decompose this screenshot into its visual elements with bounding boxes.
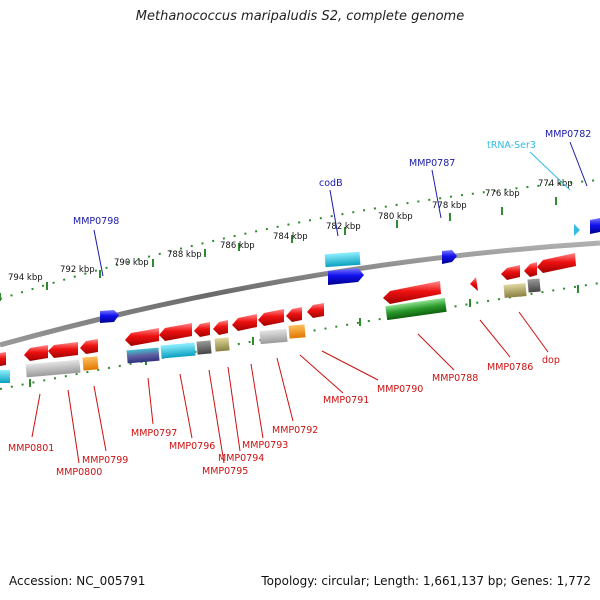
scale-label-788: 788 kbp [167,250,202,260]
annot-mmp0788[interactable] [385,297,447,321]
map-title: Methanococcus maripaludis S2, complete g… [135,9,465,24]
scale-label-794: 794 kbp [8,273,43,283]
label-codB[interactable]: codB [319,178,343,189]
cds-mmp0788[interactable] [383,281,441,304]
feature-codB-annotation[interactable] [324,251,361,268]
trna-ser3[interactable] [574,224,580,236]
annot-mmp0800[interactable] [25,359,81,378]
annot-mmp0799[interactable] [82,356,99,371]
cds-mmp0800b[interactable] [48,342,78,358]
label-trna-ser3[interactable]: tRNA-Ser3 [487,140,536,151]
annot-dop-a[interactable] [527,278,541,293]
cds-mmp0799[interactable] [80,339,98,354]
topology-text: Topology: circular; Length: 1,661,137 bp… [261,574,591,588]
label-mmp0801[interactable]: MMP0801 [8,443,54,454]
cds-dop[interactable] [537,253,576,273]
label-mmp0788[interactable]: MMP0788 [432,373,478,384]
cds-mmp0793[interactable] [232,314,257,331]
cds-mmp0792[interactable] [258,309,284,326]
scale-label-780: 780 kbp [378,212,413,222]
label-mmp0795[interactable]: MMP0795 [202,466,248,477]
cds-mmp0796[interactable] [159,323,192,341]
cds-mmp0797[interactable] [125,328,159,346]
cds-mmp0801[interactable] [0,352,6,366]
cds-mmp0798[interactable] [100,310,119,323]
reverse-callouts [31,311,549,464]
scale-label-782: 782 kbp [326,222,361,232]
forward-callouts [93,141,588,277]
cds-mmp0786[interactable] [501,265,520,280]
cds-mmp0787[interactable] [442,250,457,264]
cds-codB[interactable] [328,268,364,285]
label-mmp0790[interactable]: MMP0790 [377,384,423,395]
label-mmp0796[interactable]: MMP0796 [169,441,215,452]
label-mmp0797[interactable]: MMP0797 [131,428,177,439]
annot-mmp0794[interactable] [214,337,230,352]
cds-dop-a[interactable] [524,262,537,277]
label-mmp0799[interactable]: MMP0799 [82,455,128,466]
annot-mmp0796[interactable] [160,342,196,359]
label-mmp0782[interactable]: MMP0782 [545,129,591,140]
forward-track [0,179,600,300]
scale-ticks [0,197,579,387]
cds-mmp0800[interactable] [24,345,48,361]
cds-mmp0782[interactable] [590,218,600,234]
scale-label-784: 784 kbp [273,232,308,242]
cds-small-476[interactable] [470,277,478,291]
cds-mmp0791[interactable] [286,307,302,322]
reverse-features [0,253,576,383]
scale-label-792: 792 kbp [60,265,95,275]
label-mmp0794[interactable]: MMP0794 [218,453,264,464]
scale-label-774: 774 kbp [538,179,573,189]
accession-text: Accession: NC_005791 [9,574,146,588]
label-dop[interactable]: dop [542,355,560,366]
cds-mmp0794[interactable] [213,320,228,335]
annot-mmp0797[interactable] [126,347,160,364]
genome-backbone [0,240,600,348]
annot-mmp0795[interactable] [196,340,212,355]
label-mmp0792[interactable]: MMP0792 [272,425,318,436]
trna-callout [529,151,571,191]
annot-mmp0786[interactable] [503,283,527,298]
annot-mmp0791[interactable] [288,324,306,339]
scale-label-786: 786 kbp [220,241,255,251]
scale-label-790: 790 kbp [114,258,149,268]
label-mmp0793[interactable]: MMP0793 [242,440,288,451]
label-mmp0786[interactable]: MMP0786 [487,362,533,373]
annot-mmp0792[interactable] [259,328,288,345]
label-mmp0798[interactable]: MMP0798 [73,216,119,227]
scale-label-778: 778 kbp [432,201,467,211]
label-mmp0791[interactable]: MMP0791 [323,395,369,406]
scale-label-776: 776 kbp [485,189,520,199]
label-mmp0800[interactable]: MMP0800 [56,467,102,478]
cds-mmp0790[interactable] [307,303,324,318]
annot-mmp0801[interactable] [0,370,10,383]
cds-mmp0795[interactable] [194,322,210,337]
label-mmp0787[interactable]: MMP0787 [409,158,455,169]
forward-features [100,218,600,323]
